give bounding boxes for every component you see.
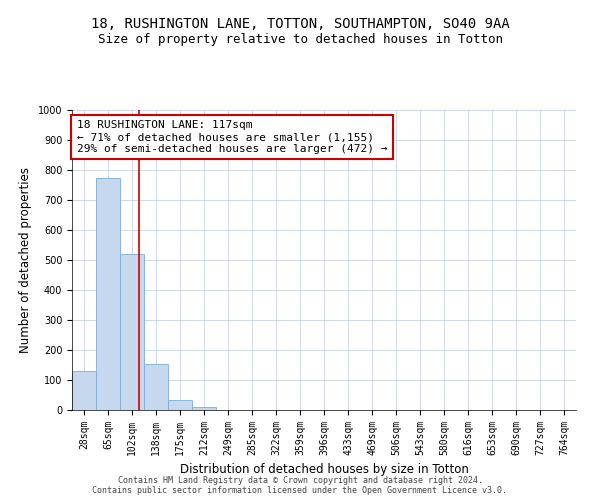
Text: Size of property relative to detached houses in Totton: Size of property relative to detached ho… (97, 32, 503, 46)
Bar (120, 254, 144, 410)
X-axis label: Distribution of detached houses by size in Totton: Distribution of detached houses by size … (179, 464, 469, 476)
Bar (168, 400, 192, 410)
Text: 18, RUSHINGTON LANE, TOTTON, SOUTHAMPTON, SO40 9AA: 18, RUSHINGTON LANE, TOTTON, SOUTHAMPTON… (91, 18, 509, 32)
Bar (144, 364, 168, 410)
Bar (192, 407, 216, 410)
Text: Contains HM Land Registry data © Crown copyright and database right 2024.
Contai: Contains HM Land Registry data © Crown c… (92, 476, 508, 495)
Bar (96, 178, 120, 410)
Text: 18 RUSHINGTON LANE: 117sqm
← 71% of detached houses are smaller (1,155)
29% of s: 18 RUSHINGTON LANE: 117sqm ← 71% of deta… (77, 120, 388, 154)
Bar (72, 371, 96, 410)
Y-axis label: Number of detached properties: Number of detached properties (19, 167, 32, 353)
